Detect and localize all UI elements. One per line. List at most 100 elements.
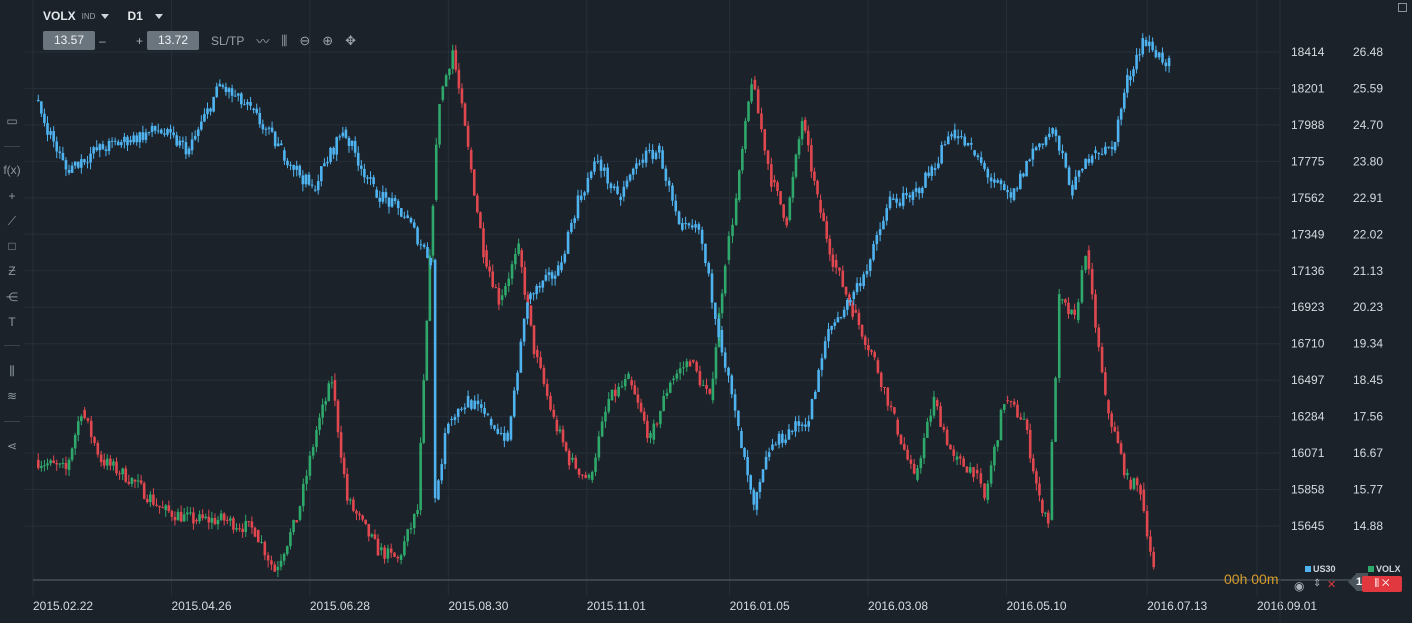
candle-body: [933, 168, 937, 170]
candle-body: [361, 515, 364, 520]
candle-body: [1116, 431, 1120, 444]
candle-body: [386, 548, 390, 559]
sltp-button[interactable]: SL/TP: [211, 33, 245, 48]
candle-body: [431, 205, 435, 256]
candle-body: [416, 510, 419, 515]
candle-body: [443, 433, 447, 465]
symbol-dropdown-icon[interactable]: [101, 13, 110, 19]
candle-body: [1107, 400, 1110, 414]
timeframe-dropdown-icon[interactable]: [154, 13, 163, 19]
left-toolbar: ▭ f(x) + ⟋ □ Ƶ ⋲ T ⫼ ≋ ⋖: [0, 0, 25, 623]
candle-body: [1044, 512, 1047, 514]
zoom-in-icon[interactable]: ⊕: [322, 32, 334, 48]
candle-body: [911, 191, 915, 200]
candle-body: [631, 168, 635, 175]
fan-icon[interactable]: ⋲: [6, 290, 18, 304]
candle-body: [953, 129, 957, 139]
chart-type-icon[interactable]: ⫼: [281, 32, 288, 48]
share-icon[interactable]: ⋖: [6, 439, 18, 453]
candle-body: [164, 505, 168, 511]
remove-series-icon[interactable]: ✕: [1327, 579, 1337, 591]
candle-body: [773, 179, 776, 183]
y-right-tick: 15.77: [1353, 483, 1383, 497]
candle-body: [922, 437, 926, 459]
candle-body: [662, 396, 665, 411]
candle-body: [688, 361, 692, 367]
candle-body: [504, 286, 507, 296]
line-chart-icon[interactable]: 〰: [256, 34, 270, 49]
legend-us30-label: US30: [1313, 564, 1336, 574]
fibonacci-icon[interactable]: Ƶ: [8, 264, 16, 278]
candle-body: [195, 519, 198, 522]
candle-body: [949, 444, 952, 450]
visibility-eye-icon[interactable]: ◉: [1294, 579, 1305, 593]
candle-body: [752, 489, 756, 505]
candle-body: [141, 132, 145, 140]
candle-body: [70, 165, 74, 173]
function-icon[interactable]: f(x): [3, 163, 21, 177]
candle-body: [983, 162, 986, 169]
candle-body: [727, 236, 731, 260]
candle-body: [1012, 188, 1016, 200]
move-icon[interactable]: ✥: [345, 32, 357, 48]
candle-body: [668, 382, 672, 393]
candles-icon[interactable]: ⫼: [9, 364, 15, 378]
candle-body: [744, 120, 747, 150]
y-right-tick: 16.67: [1353, 446, 1383, 460]
zoom-out-icon[interactable]: ⊖: [299, 32, 311, 48]
candle-body: [973, 150, 976, 156]
candle-body: [1090, 268, 1094, 295]
candle-body: [73, 161, 77, 166]
volx-series-badge[interactable]: ⫼ ✕: [1362, 576, 1402, 592]
candle-body: [1028, 429, 1032, 459]
candle-body: [823, 341, 827, 359]
candle-body: [1142, 489, 1146, 512]
decrease-button[interactable]: –: [99, 33, 106, 48]
minimize-icon[interactable]: [1398, 3, 1407, 12]
candle-body: [989, 177, 993, 182]
series-volx: [36, 44, 1156, 578]
candle-body: [753, 79, 757, 90]
candle-body: [737, 170, 741, 200]
candle-body: [227, 88, 231, 93]
candle-body: [215, 86, 219, 97]
increase-button[interactable]: +: [135, 33, 143, 48]
candle-body: [313, 189, 317, 191]
candle-body: [883, 386, 886, 388]
candle-body: [927, 172, 930, 176]
display-icon[interactable]: ▭: [6, 114, 18, 128]
candle-body: [367, 524, 371, 537]
candle-body: [61, 462, 65, 464]
candle-body: [161, 507, 164, 509]
candle-body: [1006, 400, 1009, 402]
candle-body: [1012, 401, 1016, 405]
close-series-icon[interactable]: ✕: [1381, 578, 1390, 589]
crosshair-icon[interactable]: +: [8, 189, 16, 203]
candle-body: [623, 379, 627, 387]
candle-body: [747, 101, 750, 121]
reorder-icon[interactable]: ⇕: [1313, 578, 1322, 589]
candle-body: [720, 329, 724, 353]
candle-body: [560, 262, 563, 271]
layers-icon[interactable]: ≋: [6, 389, 18, 403]
candle-body: [860, 325, 864, 337]
candle-body: [466, 125, 470, 147]
candle-body: [867, 345, 870, 351]
candle-body: [364, 519, 367, 525]
timeframe[interactable]: D1: [127, 9, 143, 23]
candle-body: [49, 131, 52, 135]
volume-stepper[interactable]: – +: [95, 34, 147, 48]
candle-body: [160, 129, 163, 134]
candle-body: [1077, 170, 1081, 177]
symbol-name[interactable]: VOLX: [43, 9, 76, 23]
rectangle-icon[interactable]: □: [8, 239, 16, 253]
line-tool-icon[interactable]: ⟋: [7, 214, 17, 228]
sell-price-button[interactable]: 13.57: [43, 31, 95, 50]
candle-body: [522, 318, 526, 342]
buy-price-button[interactable]: 13.72: [147, 31, 199, 50]
candle-body: [550, 272, 554, 279]
text-icon[interactable]: T: [8, 315, 16, 329]
candle-body: [169, 129, 172, 133]
candle-body: [448, 68, 451, 76]
